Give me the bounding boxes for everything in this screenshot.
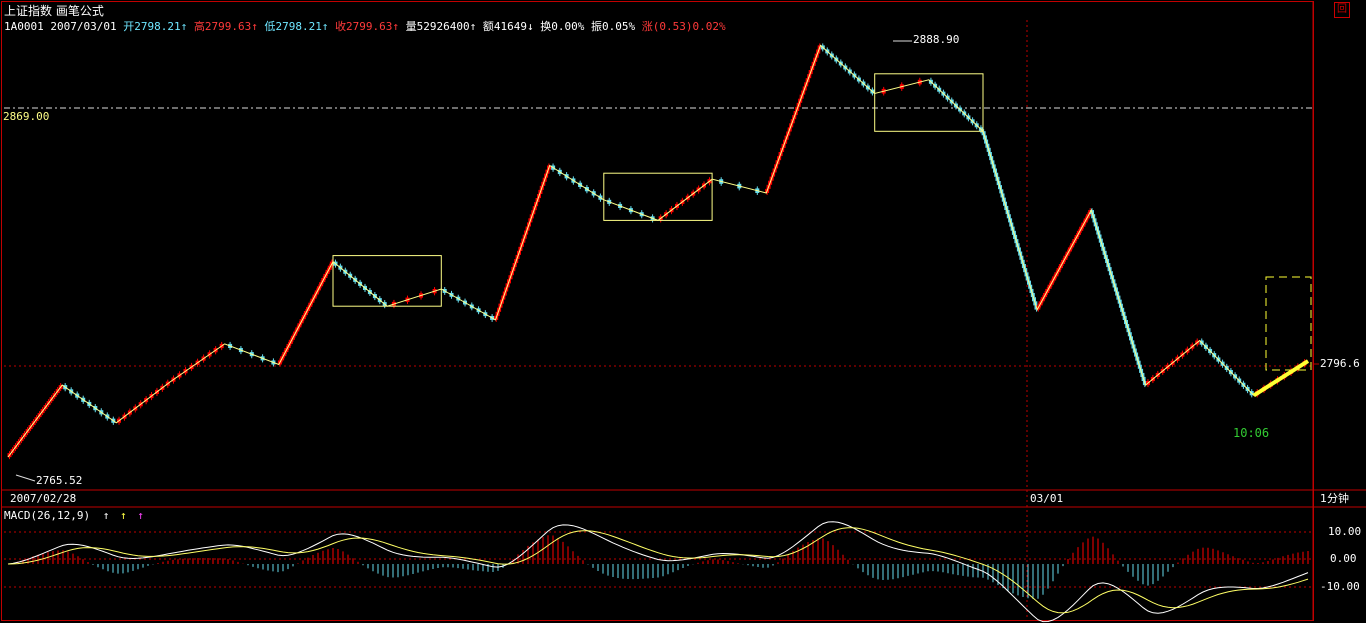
macd-dif-line: [7, 521, 1309, 623]
time-marker-label: 10:06: [1233, 426, 1270, 440]
volume-value: 量52926400↑: [405, 20, 477, 33]
macd-label: MACD(26,12,9) ↑ ↑ ↑: [4, 510, 144, 522]
open-value: 开2798.21↑: [123, 20, 188, 33]
macd-tick-10: 10.00: [1328, 525, 1362, 538]
pen-stroke-line: [7, 44, 1309, 458]
macd-arrow-icon: ↑: [137, 509, 144, 522]
low-leader: [15, 474, 36, 482]
consolidation-box: [603, 172, 713, 221]
index-name: 上证指数: [4, 4, 53, 18]
quote-date: 2007/03/01: [50, 20, 117, 33]
consolidation-box: [332, 255, 442, 307]
main-frame: [1, 1, 1314, 621]
macd-tick-0: 0.00: [1330, 552, 1357, 565]
macd-dea-line: [7, 527, 1309, 614]
projection-box: [1265, 276, 1312, 371]
stock-code: 1A0001: [4, 20, 44, 33]
low-marker-label: 2765.52: [36, 474, 83, 487]
amount-value: 额41649↓: [482, 20, 534, 33]
consolidation-box: [874, 73, 984, 132]
formula-name: 画笔公式: [55, 4, 104, 18]
last-price-label: 2796.6: [1320, 357, 1360, 370]
low-value: 低2798.21↑: [264, 20, 329, 33]
current-pen-segment: [1252, 359, 1310, 398]
title-bar: 上证指数 画笔公式: [4, 4, 104, 18]
quote-stats: 1A0001 2007/03/01 开2798.21↑ 高2799.63↑ 低2…: [4, 20, 726, 34]
macd-histogram: [12, 535, 1309, 599]
high-value: 高2799.63↑: [193, 20, 258, 33]
close-value: 收2799.63↑: [335, 20, 400, 33]
ref-line-label: 2869.00: [3, 110, 50, 123]
dea-arrow-icon: ↑: [119, 509, 127, 522]
high-marker-label: 2888.90: [913, 33, 960, 46]
consolidation-boxes: [332, 73, 984, 307]
close-icon[interactable]: 回: [1334, 2, 1350, 18]
change-value: 涨(0.53)0.02%: [641, 20, 726, 33]
macd-name: MACD(26,12,9): [4, 509, 91, 522]
dif-arrow-icon: ↑: [102, 509, 110, 522]
date-left-label: 2007/02/28: [10, 492, 77, 505]
period-label[interactable]: 1分钟: [1320, 492, 1349, 505]
candlestick-series: [7, 43, 1307, 460]
macd-tick-neg10: -10.00: [1320, 580, 1360, 593]
turnover-value: 换0.00%: [540, 20, 585, 33]
amplitude-value: 振0.05%: [591, 20, 636, 33]
date-right-label: 03/01: [1030, 492, 1064, 505]
